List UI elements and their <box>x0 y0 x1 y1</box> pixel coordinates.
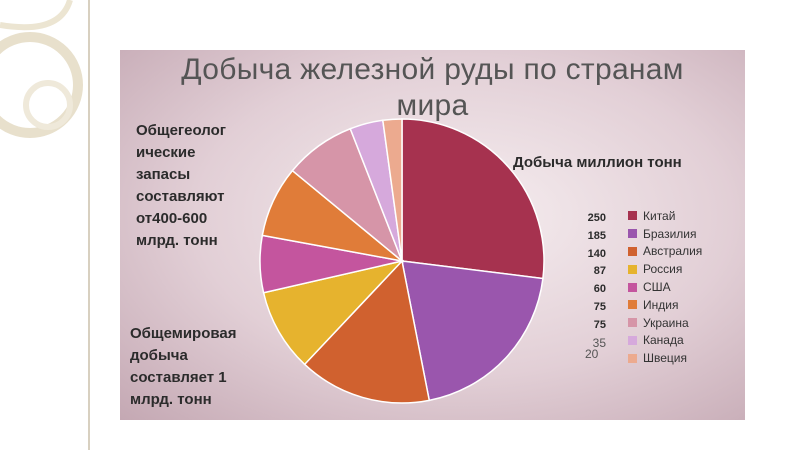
value-label: 35 <box>592 335 606 350</box>
decor-arc <box>0 0 73 31</box>
legend-item: Россия <box>628 260 702 278</box>
pie-slice-2 <box>303 259 431 404</box>
legend-item: Бразилия <box>628 225 702 243</box>
value-label: 20 <box>585 347 599 361</box>
pie-chart <box>259 118 545 404</box>
legend-swatch <box>628 282 637 292</box>
chart-title-line-1: Добыча железной руды по странам <box>181 53 684 86</box>
world-output-note-line: составляет 1 <box>130 369 227 386</box>
reserves-note-line: составляют <box>136 188 225 205</box>
legend-label: Бразилия <box>643 226 697 241</box>
legend-item: Австралия <box>628 243 702 261</box>
decor-ring-large <box>0 32 83 138</box>
legend-swatch <box>628 211 637 221</box>
chart-title-line-2: мира <box>396 89 469 122</box>
legend-item: Китай <box>628 207 702 225</box>
pie-slice-8 <box>381 118 403 262</box>
legend-swatch <box>628 229 637 239</box>
value-label: 87 <box>593 265 606 278</box>
value-label: 75 <box>593 318 606 331</box>
reserves-note-line: ические <box>136 144 196 161</box>
reserves-note-line: от400-600 <box>136 210 208 227</box>
legend-label: Индия <box>643 297 679 312</box>
value-label: 250 <box>587 212 606 224</box>
chart-legend: Китай Бразилия Австралия Россия США Индия Укра… <box>628 207 702 367</box>
value-column: 250 185 140 87 60 75 75 35 <box>566 210 606 352</box>
legend-swatch <box>628 246 637 256</box>
legend-label: Швеция <box>643 351 687 366</box>
world-output-note-line: млрд. тонн <box>130 391 212 408</box>
slide-divider <box>88 0 90 450</box>
value-label: 140 <box>587 247 606 260</box>
pie-slice-3 <box>262 259 405 366</box>
reserves-note-line: Общегеолог <box>136 122 227 139</box>
legend-swatch <box>628 264 637 274</box>
chart-subtitle: Добыча миллион тонн <box>513 154 682 171</box>
legend-item: США <box>628 278 702 296</box>
legend-item: Канада <box>628 332 702 350</box>
pie-slice-0 <box>401 118 545 280</box>
value-label: 185 <box>587 229 606 242</box>
legend-label: Украина <box>643 315 689 330</box>
world-output-note-line: добыча <box>130 347 188 364</box>
world-output-note: Общемировая добыча составляет 1 млрд. то… <box>130 323 280 411</box>
value-label: 60 <box>593 283 606 296</box>
legend-label: Россия <box>643 262 683 277</box>
legend-swatch <box>628 318 637 328</box>
legend-swatch <box>628 300 637 310</box>
legend-swatch <box>628 353 637 363</box>
chart-title: Добыча железной руды по странам мира <box>120 52 745 124</box>
legend-item: Украина <box>628 314 702 332</box>
chart-panel: Добыча железной руды по странам мира Общ… <box>120 50 745 420</box>
legend-label: США <box>643 280 671 295</box>
pie-slice-1 <box>401 260 544 402</box>
legend-label: Китай <box>643 208 676 223</box>
reserves-note-line: запасы <box>136 166 191 183</box>
reserves-note: Общегеолог ические запасы составляют от4… <box>136 120 266 252</box>
legend-swatch <box>628 335 637 345</box>
legend-label: Канада <box>643 333 684 348</box>
decor-ring-small <box>23 80 73 130</box>
world-output-note-line: Общемировая <box>130 325 237 342</box>
reserves-note-line: млрд. тонн <box>136 232 218 249</box>
legend-item: Швеция <box>628 349 702 367</box>
legend-label: Австралия <box>643 244 703 259</box>
legend-item: Индия <box>628 296 702 314</box>
value-label: 75 <box>593 300 606 313</box>
